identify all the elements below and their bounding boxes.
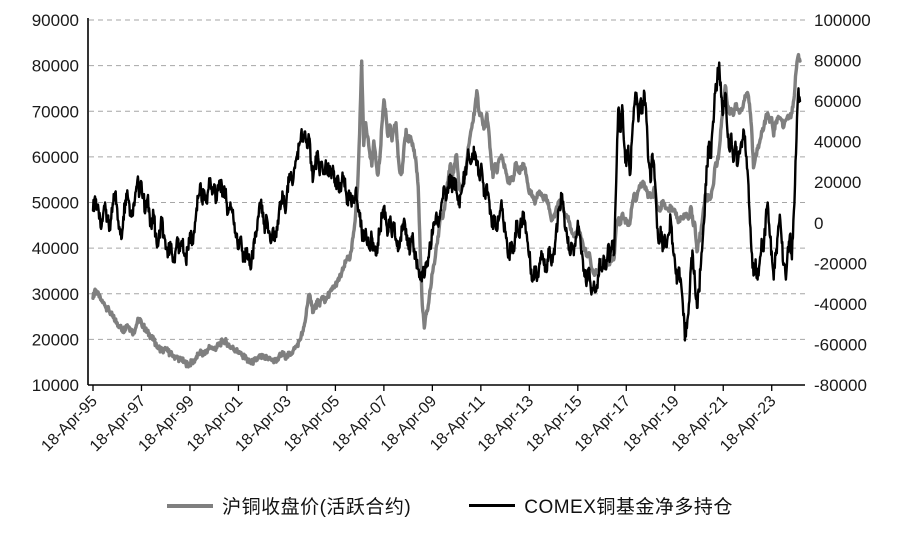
- right-axis-label: 20000: [814, 173, 861, 192]
- right-axis-label: -20000: [814, 254, 867, 273]
- right-axis-label: -40000: [814, 295, 867, 314]
- chart-legend: 沪铜收盘价(活跃合约) COMEX铜基金净多持仓: [0, 492, 900, 519]
- legend-label-shfe: 沪铜收盘价(活跃合约): [222, 497, 412, 518]
- right-axis-label: 60000: [814, 92, 861, 111]
- left-axis-label: 60000: [32, 148, 79, 167]
- axes: [87, 18, 805, 386]
- series-line-comex-net-long: [91, 61, 802, 342]
- left-axis-label: 20000: [32, 330, 79, 349]
- x-tick-marks: [92, 385, 773, 391]
- left-axis-label: 50000: [32, 194, 79, 213]
- right-axis-labels: 100000 80000 60000 40000 20000 0 -20000 -40000 -…: [814, 11, 871, 395]
- legend-swatch-comex: [469, 504, 516, 507]
- left-axis-label: 40000: [32, 239, 79, 258]
- legend-label-comex: COMEX铜基金净多持仓: [524, 497, 733, 518]
- right-axis-label: 0: [814, 214, 823, 233]
- legend-swatch-shfe: [167, 503, 214, 508]
- legend-item-comex-net-long: COMEX铜基金净多持仓: [469, 492, 733, 519]
- left-axis-labels: 90000 80000 70000 60000 50000 40000 30000 20000…: [32, 11, 79, 395]
- right-axis-label: -80000: [814, 376, 867, 395]
- right-axis-label: -60000: [814, 335, 867, 354]
- right-axis-label: 80000: [814, 52, 861, 71]
- left-axis-label: 80000: [32, 57, 79, 76]
- right-axis-label: 100000: [814, 11, 871, 30]
- legend-item-shfe-copper-close: 沪铜收盘价(活跃合约): [167, 492, 411, 519]
- series-line-shfe-copper-close: [91, 52, 802, 369]
- x-axis-labels: 18-Apr-9518-Apr-9718-Apr-9918-Apr-0118-A…: [38, 393, 779, 455]
- left-axis-label: 90000: [32, 11, 79, 30]
- left-axis-label: 70000: [32, 102, 79, 121]
- right-axis-label: 40000: [814, 133, 861, 152]
- left-axis-label: 30000: [32, 285, 79, 304]
- left-axis-label: 10000: [32, 376, 79, 395]
